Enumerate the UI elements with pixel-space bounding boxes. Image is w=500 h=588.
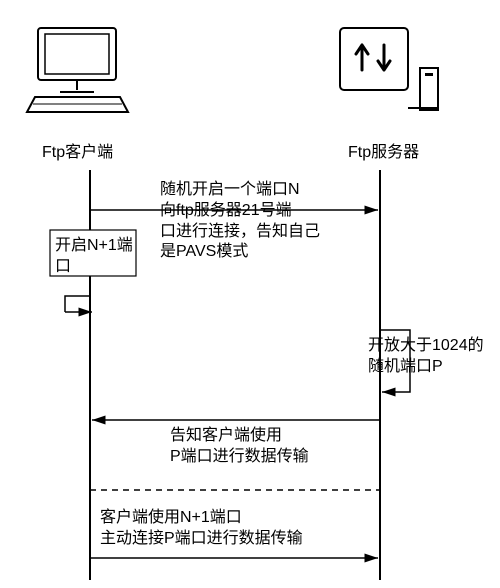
- msg1-l1: 随机开启一个端口N: [160, 180, 360, 201]
- msg3-l2: 主动连接P端口进行数据传输: [100, 529, 360, 550]
- msg2-l2: P端口进行数据传输: [170, 447, 350, 468]
- msg3-text: 客户端使用N+1端口 主动连接P端口进行数据传输: [100, 508, 360, 550]
- server-act-l2: 随机端口P: [368, 357, 500, 378]
- server-icon: [340, 28, 438, 110]
- client-act-l1: 开启N+1端: [55, 236, 133, 257]
- server-label: Ftp服务器: [348, 138, 419, 162]
- msg1-text: 随机开启一个端口N 向ftp服务器21号端 口进行连接，告知自己 是PAVS模式: [160, 180, 360, 263]
- msg1-l2: 向ftp服务器21号端: [160, 201, 360, 222]
- msg2-l1: 告知客户端使用: [170, 426, 350, 447]
- client-act-l2: 口: [55, 257, 133, 278]
- client-action-text: 开启N+1端 口: [55, 236, 133, 278]
- client-selfloop-path: [65, 276, 90, 312]
- client-label: Ftp客户端: [42, 138, 113, 162]
- ftp-pasv-sequence-diagram: Ftp客户端 Ftp服务器 随机开启一个端口N 向ftp服务器21号端 口进行连…: [0, 0, 500, 588]
- msg1-l3: 口进行连接，告知自己: [160, 222, 360, 243]
- msg2-text: 告知客户端使用 P端口进行数据传输: [170, 426, 350, 468]
- server-action-text: 开放大于1024的 随机端口P: [368, 336, 500, 378]
- server-act-l1: 开放大于1024的: [368, 336, 500, 357]
- computer-icon: [27, 28, 128, 112]
- msg1-l4: 是PAVS模式: [160, 242, 360, 263]
- msg3-l1: 客户端使用N+1端口: [100, 508, 360, 529]
- diagram-svg: [0, 0, 500, 588]
